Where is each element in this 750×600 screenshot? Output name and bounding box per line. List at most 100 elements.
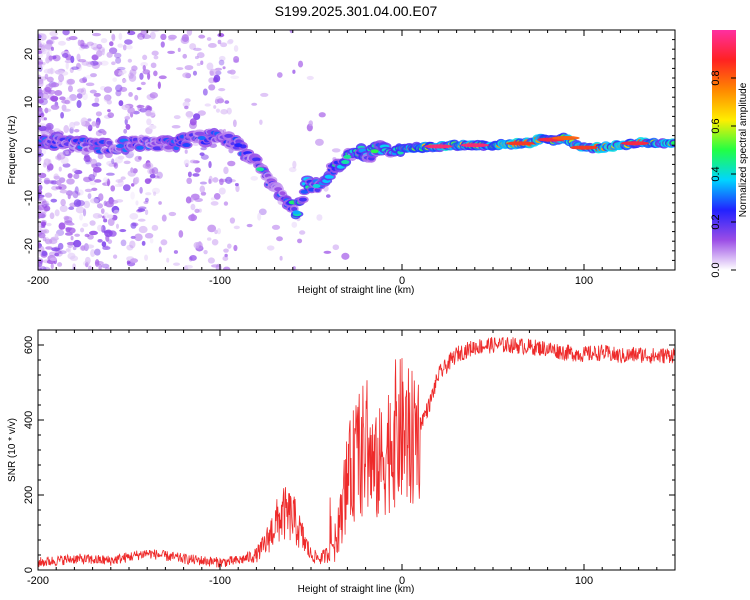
spectrogram-peak	[234, 143, 243, 148]
spectrogram-noise-blob	[111, 34, 116, 42]
spectrogram-noise-blob	[94, 96, 100, 104]
spectrogram-noise-blob	[126, 244, 134, 251]
spectrogram-ridge-cell	[299, 197, 307, 202]
spectrogram-noise-blob	[86, 41, 94, 46]
spectrogram-noise-blob	[111, 158, 115, 165]
spectrogram-noise-blob	[118, 100, 124, 107]
spectrogram-noise-blob	[38, 107, 43, 112]
spectrogram-noise-blob	[62, 163, 71, 168]
spectrogram-noise-blob	[80, 245, 86, 251]
spectrogram-noise-blob	[128, 72, 134, 79]
spectrogram-noise-blob	[103, 86, 113, 93]
spectrogram-peak	[506, 141, 535, 146]
spectrogram-noise-blob	[148, 124, 157, 130]
spectrogram-noise-blob	[105, 200, 114, 208]
spectrogram-noise-blob	[60, 111, 64, 119]
spectrogram-noise-blob	[38, 155, 42, 163]
spectrogram-noise-blob	[227, 160, 236, 167]
spectrogram-noise-blob	[49, 212, 55, 220]
spectrogram-y-tick-label: 20	[23, 48, 35, 60]
spectrogram-noise-blob	[208, 161, 212, 169]
spectrogram-noise-blob	[183, 159, 190, 166]
spectrogram-noise-blob	[122, 184, 131, 192]
snr-x-tick-label: 100	[575, 575, 593, 587]
spectrogram-noise-blob	[118, 32, 123, 41]
snr-line	[38, 336, 675, 568]
colorbar-ticks: 0.0 0.2 0.4 0.6 0.8	[710, 70, 736, 278]
spectrogram-noise-blob	[233, 55, 240, 63]
spectrogram-noise-blob	[46, 76, 54, 83]
spectrogram-noise-blob	[208, 178, 212, 185]
spectrogram-noise-blob	[173, 262, 181, 266]
spectrogram-noise-blob	[196, 52, 205, 59]
spectrogram-noise-blob	[43, 68, 53, 74]
spectrogram-noise-blob	[315, 138, 324, 146]
spectrogram-noise-blob	[90, 60, 99, 66]
snr-x-label: Height of straight line (km)	[298, 584, 415, 595]
spectrogram-noise-blob	[43, 158, 51, 166]
snr-y-label: SNR (10 * v/v)	[7, 418, 18, 482]
spectrogram-noise-blob	[89, 89, 97, 94]
spectrogram-noise-blob	[54, 90, 63, 96]
spectrogram-noise-blob	[297, 60, 304, 68]
spectrogram-noise-blob	[85, 159, 91, 165]
spectrogram-noise-blob	[38, 204, 45, 211]
spectrogram-noise-blob	[187, 115, 192, 119]
spectrogram-noise-blob	[153, 55, 159, 60]
spectrogram-noise-blob	[257, 212, 262, 221]
spectrogram-noise-blob	[213, 192, 221, 200]
spectrogram-noise-blob	[139, 186, 143, 194]
spectrogram-noise-blob	[97, 238, 103, 243]
spectrogram-noise-blob	[216, 227, 221, 235]
spectrogram-noise-blob	[103, 218, 108, 223]
spectrogram-noise-blob	[206, 62, 214, 71]
spectrogram-noise-blob	[207, 224, 217, 233]
spectrogram-noise-blob	[182, 101, 190, 108]
spectrogram-noise-blob	[58, 74, 65, 83]
spectrogram-noise-blob	[149, 92, 159, 99]
spectrogram-noise-blob	[185, 111, 194, 118]
spectrogram-noise-blob	[185, 196, 192, 204]
spectrogram-noise-blob	[103, 94, 111, 103]
spectrogram-noise-blob	[38, 87, 42, 94]
spectrogram-noise-blob	[208, 77, 215, 84]
spectrogram-noise-blob	[144, 197, 149, 203]
spectrogram-noise-blob	[137, 208, 146, 212]
spectrogram-noise-blob	[199, 185, 206, 193]
spectrogram-noise-blob	[203, 250, 208, 255]
spectrogram-noise-blob	[139, 107, 147, 113]
spectrogram-noise-blob	[72, 168, 78, 173]
spectrogram-noise-blob	[59, 189, 68, 194]
spectrogram-noise-blob	[144, 178, 151, 184]
spectrogram-noise-blob	[218, 87, 226, 92]
spectrogram-noise-blob	[91, 102, 100, 107]
spectrogram-noise-blob	[77, 39, 81, 46]
spectrogram-noise-blob	[76, 93, 83, 99]
spectrogram-peak	[312, 184, 321, 188]
spectrogram-noise-blob	[51, 97, 58, 103]
spectrogram-noise-blob	[38, 89, 44, 94]
spectrogram-noise-blob	[40, 221, 47, 227]
spectrogram-noise-blob	[90, 198, 99, 204]
spectrogram-noise-blob	[146, 118, 152, 126]
snr-y-tick-label: 0	[23, 567, 35, 573]
spectrogram-noise-blob	[104, 94, 112, 101]
spectrogram-noise-blob	[94, 248, 101, 256]
spectrogram-noise-blob	[67, 194, 71, 200]
spectrogram-noise-blob	[50, 262, 54, 270]
spectrogram-noise-blob	[54, 209, 60, 217]
spectrogram-noise-blob	[144, 162, 154, 170]
spectrogram-noise-blob	[188, 214, 198, 222]
spectrogram-noise-blob	[160, 239, 168, 246]
spectrogram-noise-blob	[38, 98, 44, 104]
spectrogram-noise-blob	[207, 257, 215, 264]
spectrogram-noise-blob	[130, 222, 137, 229]
spectrogram-noise-blob	[224, 253, 228, 258]
spectrogram-noise-blob	[91, 187, 98, 192]
spectrogram-noise-blob	[87, 265, 92, 270]
spectrogram-noise-blob	[136, 87, 142, 91]
spectrogram-noise-blob	[38, 261, 43, 268]
spectrogram-noise-blob	[233, 225, 240, 230]
spectrogram-noise-blob	[232, 119, 237, 128]
spectrogram-noise-blob	[45, 238, 53, 245]
